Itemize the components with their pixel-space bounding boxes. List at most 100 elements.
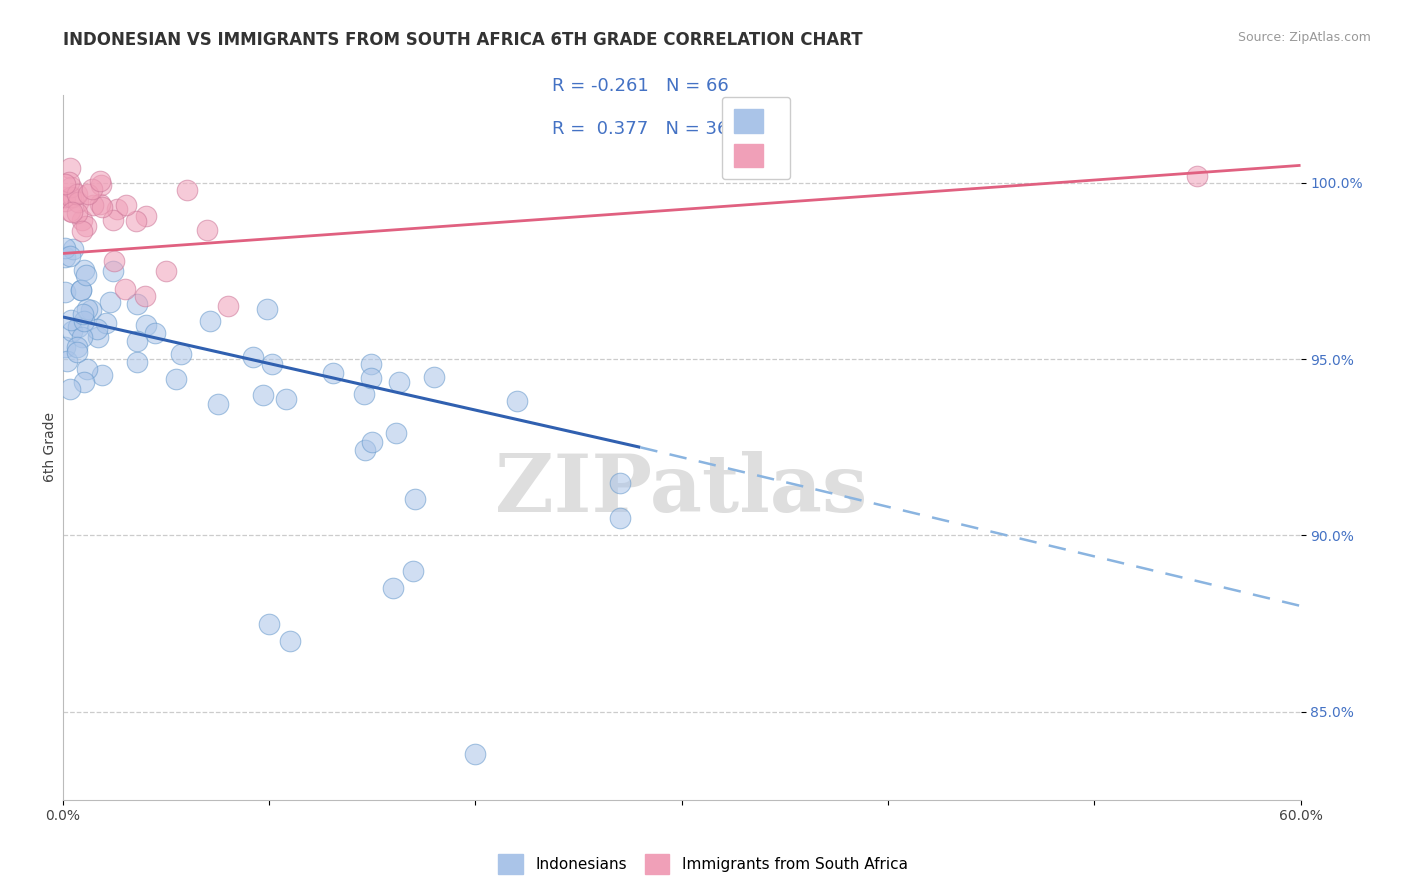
- Point: [70, 329, 93, 343]
- Point: [105, 202, 128, 217]
- Point: [89, 197, 111, 211]
- Point: [402, 564, 425, 578]
- Point: [404, 491, 426, 506]
- Point: [155, 264, 177, 278]
- Point: [125, 296, 148, 310]
- Point: [98, 294, 121, 309]
- Text: R = -0.261   N = 66: R = -0.261 N = 66: [551, 78, 728, 95]
- Point: [125, 355, 148, 369]
- Point: [388, 375, 411, 389]
- Point: [82, 198, 104, 212]
- Point: [60, 324, 83, 338]
- Point: [75, 219, 97, 233]
- Point: [165, 372, 187, 386]
- Point: [53, 194, 76, 208]
- Point: [66, 344, 89, 359]
- Point: [75, 268, 97, 282]
- Point: [322, 367, 344, 381]
- Point: [609, 510, 631, 524]
- Point: [82, 182, 104, 196]
- Point: [80, 302, 103, 317]
- Point: [360, 357, 382, 371]
- Point: [66, 340, 89, 354]
- Y-axis label: 6th Grade: 6th Grade: [44, 412, 58, 483]
- Point: [66, 320, 89, 334]
- Point: [66, 206, 89, 220]
- Point: [53, 177, 76, 191]
- Point: [62, 190, 84, 204]
- Point: [76, 302, 98, 317]
- Point: [53, 250, 76, 264]
- Point: [125, 214, 148, 228]
- Point: [59, 161, 82, 175]
- Point: [66, 187, 89, 202]
- Point: [257, 616, 280, 631]
- Text: INDONESIAN VS IMMIGRANTS FROM SOUTH AFRICA 6TH GRADE CORRELATION CHART: INDONESIAN VS IMMIGRANTS FROM SOUTH AFRI…: [63, 31, 863, 49]
- Point: [278, 634, 301, 648]
- Point: [59, 248, 82, 262]
- Point: [423, 369, 446, 384]
- Point: [135, 210, 157, 224]
- Point: [103, 213, 125, 227]
- Point: [1187, 169, 1209, 183]
- Point: [76, 187, 98, 202]
- Legend: Indonesians, Immigrants from South Africa: Indonesians, Immigrants from South Afric…: [492, 848, 914, 880]
- Point: [62, 242, 84, 256]
- Point: [198, 314, 221, 328]
- Point: [53, 241, 76, 255]
- Point: [60, 190, 83, 204]
- Point: [354, 443, 377, 458]
- Point: [242, 350, 264, 364]
- Text: ZIPatlas: ZIPatlas: [495, 450, 868, 529]
- Point: [59, 204, 82, 219]
- Point: [87, 330, 110, 344]
- Point: [60, 205, 83, 219]
- Point: [103, 253, 125, 268]
- Point: [70, 213, 93, 227]
- Point: [70, 224, 93, 238]
- Point: [381, 582, 404, 596]
- Point: [76, 361, 98, 376]
- Point: [53, 190, 76, 204]
- Point: [90, 200, 112, 214]
- Point: [260, 357, 283, 371]
- Point: [53, 340, 76, 354]
- Point: [609, 475, 631, 490]
- Point: [59, 313, 82, 327]
- Point: [69, 283, 91, 297]
- Point: [127, 334, 149, 348]
- Point: [361, 435, 384, 450]
- Point: [170, 347, 193, 361]
- Point: [56, 353, 79, 368]
- Point: [464, 747, 486, 761]
- Point: [86, 322, 108, 336]
- Point: [59, 180, 82, 194]
- Point: [73, 375, 96, 389]
- Point: [353, 387, 375, 401]
- Point: [145, 326, 167, 340]
- Point: [115, 198, 138, 212]
- Point: [256, 301, 278, 316]
- Point: [72, 307, 94, 321]
- Point: [195, 223, 218, 237]
- Point: [91, 368, 114, 383]
- Text: Source: ZipAtlas.com: Source: ZipAtlas.com: [1237, 31, 1371, 45]
- Point: [89, 174, 111, 188]
- Point: [114, 282, 136, 296]
- Point: [73, 263, 96, 277]
- Point: [134, 289, 156, 303]
- Point: [66, 195, 89, 210]
- Point: [384, 425, 406, 440]
- Point: [58, 175, 80, 189]
- Legend: , : ,: [721, 97, 790, 179]
- Point: [176, 183, 198, 197]
- Point: [276, 392, 298, 406]
- Point: [53, 285, 76, 299]
- Point: [72, 314, 94, 328]
- Point: [101, 264, 124, 278]
- Point: [134, 318, 156, 332]
- Point: [90, 178, 112, 192]
- Point: [94, 316, 117, 330]
- Point: [360, 371, 382, 385]
- Text: R =  0.377   N = 36: R = 0.377 N = 36: [551, 120, 728, 137]
